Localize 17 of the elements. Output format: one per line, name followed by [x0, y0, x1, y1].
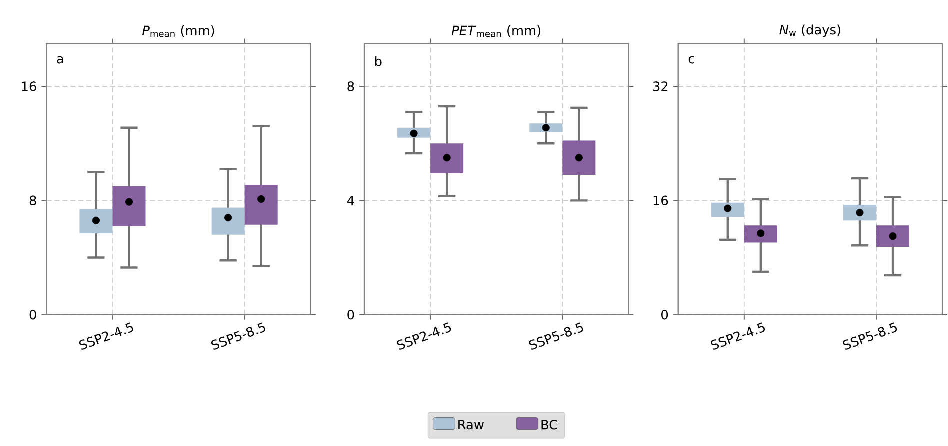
- y-tick-label: 16: [22, 82, 36, 92]
- legend-label: BC: [542, 420, 558, 430]
- y-tick-label: 8: [30, 196, 36, 206]
- y-tick-label: 0: [662, 310, 668, 320]
- y-tick-label: 0: [348, 310, 354, 320]
- y-tick-label: 0: [30, 310, 36, 320]
- annotation: c: [688, 56, 694, 64]
- y-tick-label: 16: [654, 196, 668, 206]
- chart-title: P$_{mean}$ (mm): [142, 26, 214, 38]
- legend-label: Raw: [458, 420, 484, 430]
- y-tick-label: 4: [347, 196, 354, 206]
- chart-title: N$_{w}$ (days): [780, 24, 840, 38]
- y-tick-label: 8: [348, 82, 354, 92]
- annotation: a: [57, 56, 64, 64]
- y-tick-label: 32: [653, 82, 668, 92]
- annotation: b: [375, 56, 382, 66]
- chart-title: PET$_{mean}$ (mm): [452, 26, 541, 38]
